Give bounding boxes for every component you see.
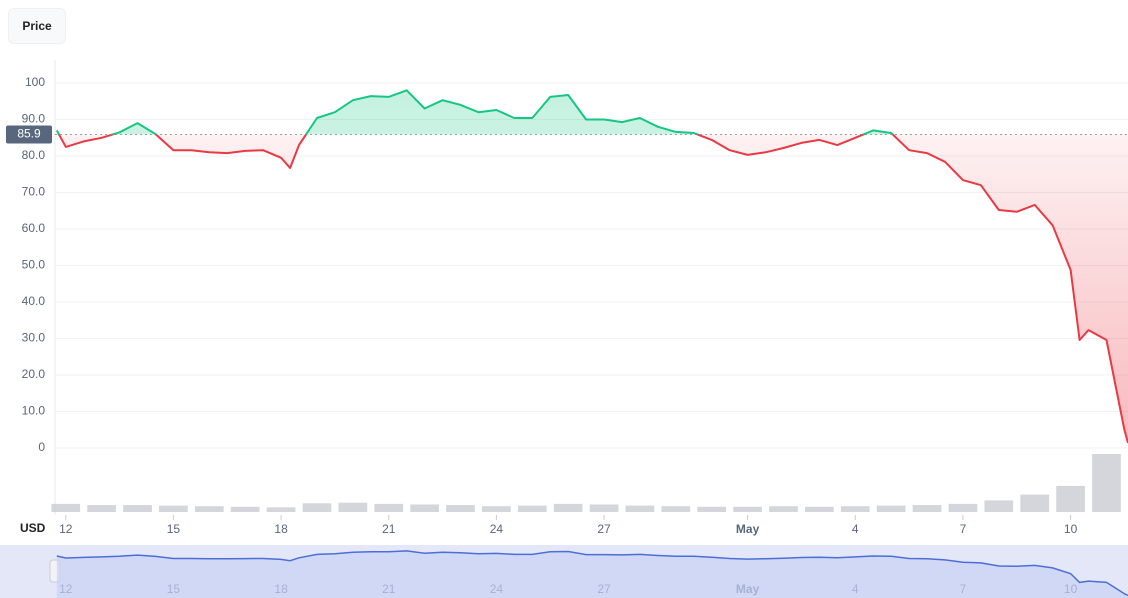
currency-label: USD	[20, 521, 46, 535]
y-tick-label: 0	[38, 440, 45, 454]
volume-bar	[230, 506, 260, 512]
volume-bar	[446, 505, 475, 512]
volume-bar	[266, 507, 296, 512]
volume-bar	[840, 506, 870, 512]
volume-bar	[553, 503, 583, 512]
y-tick-label: 80.0	[22, 148, 46, 162]
volume-bar	[482, 506, 511, 512]
volume-bar	[589, 504, 619, 512]
volume-bar	[302, 503, 332, 512]
y-tick-label: 40.0	[22, 294, 46, 308]
volume-bar	[697, 506, 727, 512]
volume-bar	[733, 506, 762, 512]
volume-bar	[876, 505, 906, 512]
x-tick-label: 10	[1064, 522, 1078, 536]
volume-bar	[661, 506, 691, 512]
price-button[interactable]: Price	[8, 8, 66, 44]
y-tick-label: 100	[25, 75, 45, 89]
price-line-down	[57, 134, 1128, 444]
volume-bar	[769, 506, 798, 512]
area-up	[56, 90, 893, 135]
volume-bar	[123, 505, 152, 512]
volume-bar	[1056, 485, 1085, 512]
volume-bar	[159, 505, 188, 512]
volume-bar	[625, 505, 655, 512]
x-tick-label: 24	[490, 522, 504, 536]
volume-bar	[374, 503, 404, 512]
volume-bar	[410, 504, 439, 512]
x-tick-label: 7	[960, 522, 967, 536]
volume-bar	[194, 506, 224, 512]
volume-bar	[912, 505, 942, 512]
x-tick-label: 12	[59, 522, 73, 536]
y-tick-label: 10.0	[22, 404, 46, 418]
volume-bar	[805, 506, 834, 512]
volume-bar	[1020, 494, 1050, 512]
baseline-label-bg	[6, 125, 52, 144]
x-tick-label: 18	[274, 522, 288, 536]
volume-bar	[338, 502, 368, 512]
area-down	[56, 134, 1128, 443]
baseline-label: 85.9	[17, 127, 41, 141]
volume-bar	[984, 500, 1014, 512]
volume-bar	[517, 505, 547, 512]
x-tick-label: 15	[167, 522, 181, 536]
volume-bar	[87, 505, 117, 512]
y-tick-label: 20.0	[22, 367, 46, 381]
navigator-area	[56, 550, 1128, 598]
volume-bar	[51, 503, 81, 512]
navigator-line	[56, 550, 1128, 597]
x-tick-label: 27	[597, 522, 611, 536]
y-tick-label: 30.0	[22, 331, 46, 345]
x-tick-label: May	[736, 522, 760, 536]
volume-bar	[1092, 454, 1121, 512]
volume-bar	[948, 503, 978, 512]
x-tick-label: 4	[852, 522, 859, 536]
y-tick-label: 50.0	[22, 258, 46, 272]
y-tick-label: 70.0	[22, 185, 46, 199]
price-line-up	[55, 89, 895, 135]
y-tick-label: 90.0	[22, 112, 46, 126]
y-tick-label: 60.0	[22, 221, 46, 235]
x-tick-label: 21	[382, 522, 396, 536]
